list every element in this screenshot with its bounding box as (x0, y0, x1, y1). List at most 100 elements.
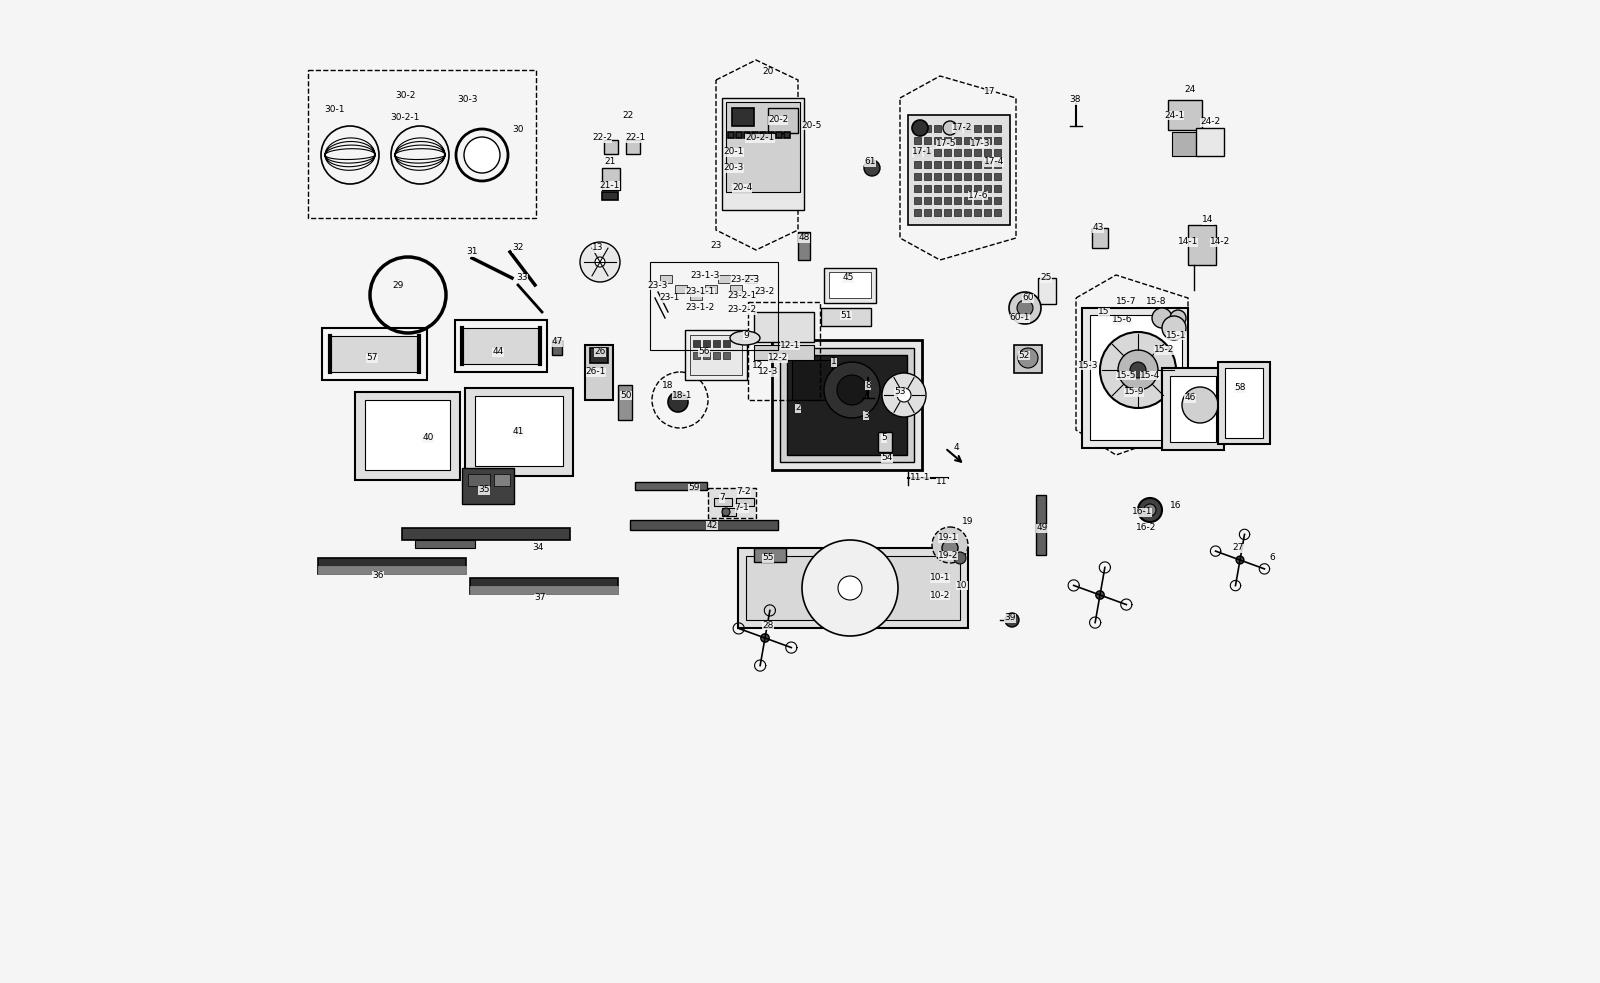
Bar (798, 232, 810, 260)
Circle shape (1144, 504, 1155, 516)
Bar (1038, 278, 1056, 304)
Bar (934, 209, 941, 216)
Bar (630, 520, 778, 530)
Text: 35: 35 (478, 486, 490, 494)
Bar (744, 132, 750, 138)
Text: 15-5: 15-5 (1115, 371, 1136, 379)
Text: 12: 12 (752, 361, 763, 370)
Text: 22: 22 (622, 110, 634, 120)
Bar (754, 345, 814, 360)
Circle shape (882, 373, 926, 417)
Bar (768, 132, 774, 138)
Text: 60: 60 (1022, 294, 1034, 303)
Bar (602, 192, 618, 200)
Text: 31: 31 (466, 248, 478, 257)
Text: 10-1: 10-1 (930, 573, 950, 583)
Bar (994, 197, 1002, 204)
Text: 18: 18 (662, 380, 674, 389)
Text: 41: 41 (512, 428, 523, 436)
Text: 40: 40 (422, 434, 434, 442)
Bar (675, 285, 686, 293)
Bar (722, 98, 805, 210)
Bar (714, 352, 720, 359)
Bar (909, 115, 1010, 225)
Bar (994, 137, 1002, 144)
Text: 17-5: 17-5 (936, 139, 957, 147)
Text: 26-1: 26-1 (586, 368, 606, 376)
Bar (1218, 362, 1270, 444)
Bar (963, 197, 971, 204)
Bar (974, 161, 981, 168)
Text: 24-1: 24-1 (1163, 110, 1184, 120)
Bar (994, 161, 1002, 168)
Bar (963, 161, 971, 168)
Circle shape (1096, 591, 1104, 600)
Bar (925, 197, 931, 204)
Bar (963, 149, 971, 156)
Bar (974, 209, 981, 216)
Text: 39: 39 (1005, 613, 1016, 622)
Bar (330, 336, 419, 372)
Text: 32: 32 (512, 244, 523, 253)
Bar (322, 328, 427, 380)
Bar (914, 197, 922, 204)
Bar (925, 125, 931, 132)
Text: 5: 5 (882, 434, 886, 442)
Circle shape (595, 257, 605, 267)
Bar (944, 149, 950, 156)
Text: 8: 8 (866, 380, 870, 389)
Bar (954, 125, 962, 132)
Bar (792, 360, 832, 400)
Text: 23-3: 23-3 (648, 280, 669, 290)
Text: 27: 27 (1232, 544, 1243, 552)
Bar (702, 340, 710, 347)
Circle shape (1101, 332, 1176, 408)
Bar (994, 185, 1002, 192)
Text: 36: 36 (373, 570, 384, 580)
Bar (944, 173, 950, 180)
Text: 15-7: 15-7 (1115, 298, 1136, 307)
Bar (722, 508, 736, 516)
Bar (925, 209, 931, 216)
Bar (690, 292, 702, 300)
Text: 54: 54 (882, 453, 893, 462)
Text: 19-2: 19-2 (938, 550, 958, 559)
Bar (974, 149, 981, 156)
Text: 17-2: 17-2 (952, 124, 973, 133)
Bar (829, 272, 870, 298)
Bar (752, 132, 758, 138)
Bar (954, 185, 962, 192)
Bar (760, 132, 766, 138)
Bar (1014, 345, 1042, 373)
Bar (914, 173, 922, 180)
Text: 14: 14 (1202, 215, 1214, 224)
Bar (1090, 315, 1182, 440)
Circle shape (762, 634, 770, 642)
Bar (934, 185, 941, 192)
Bar (984, 137, 990, 144)
Text: 24: 24 (1184, 86, 1195, 94)
Bar (738, 548, 968, 628)
Circle shape (1152, 308, 1171, 328)
Text: 37: 37 (534, 594, 546, 603)
Text: 21-1: 21-1 (600, 181, 621, 190)
Bar (944, 137, 950, 144)
Text: 38: 38 (1069, 95, 1080, 104)
Bar (914, 185, 922, 192)
Text: 46: 46 (1184, 393, 1195, 402)
Bar (586, 345, 613, 400)
Bar (754, 312, 814, 342)
Text: 50: 50 (621, 390, 632, 399)
Text: 6: 6 (1269, 553, 1275, 562)
Circle shape (1010, 292, 1042, 324)
Bar (1171, 132, 1200, 156)
Bar (690, 335, 742, 375)
Bar (963, 173, 971, 180)
Bar (1082, 308, 1187, 448)
Bar (963, 209, 971, 216)
Bar (925, 173, 931, 180)
Text: 16-1: 16-1 (1131, 507, 1152, 516)
Bar (954, 209, 962, 216)
Text: 18-1: 18-1 (672, 390, 693, 399)
Bar (466, 388, 573, 476)
